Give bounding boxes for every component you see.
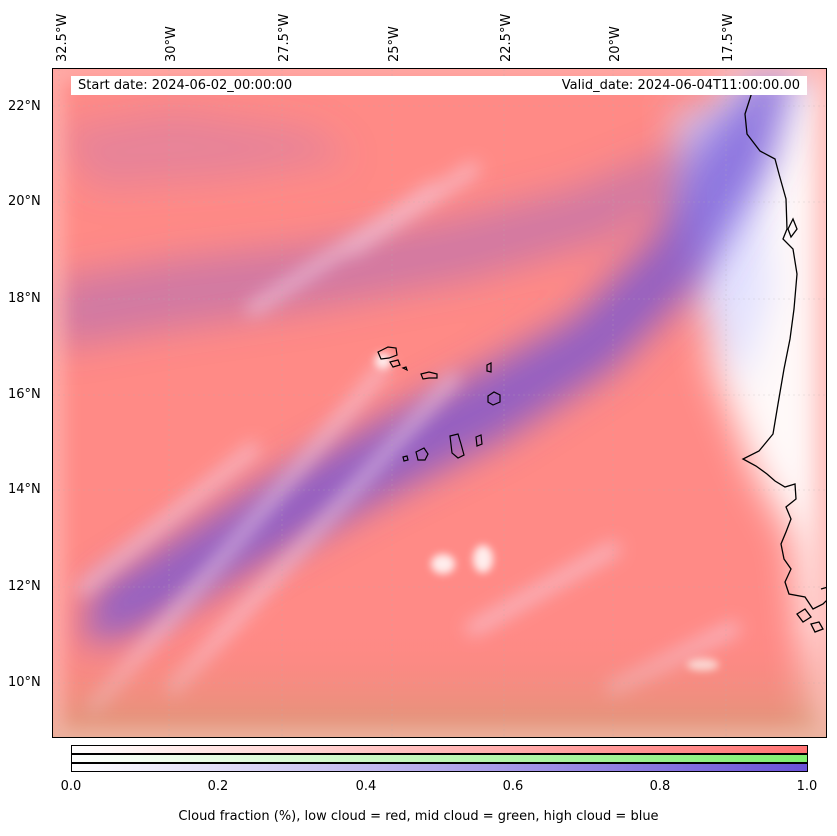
colorbar-tick-5: 1.0 (796, 779, 818, 794)
lon-label-27-5w: 27.5°W (277, 13, 292, 62)
island-santo-antao (377, 346, 398, 360)
lon-label-17-5w: 17.5°W (721, 13, 736, 62)
lon-label-30w: 30°W (164, 26, 179, 62)
lon-label-20w: 20°W (608, 26, 623, 62)
island-santiago (449, 433, 465, 459)
colorbar-tick-0: 0.0 (60, 779, 82, 794)
island-maio (475, 434, 483, 447)
lon-label-25w: 25°W (387, 26, 402, 62)
island-sao-nicolau (420, 371, 438, 380)
island-sao-vicente (389, 359, 401, 368)
colorbar-tick-3: 0.6 (502, 779, 524, 794)
colorbar (71, 745, 808, 772)
lat-label-18n: 18°N (8, 291, 41, 306)
colorbar-tick-2: 0.4 (355, 779, 377, 794)
lat-label-20n: 20°N (8, 194, 41, 209)
lon-label-32-5w: 32.5°W (55, 13, 70, 62)
lat-label-12n: 12°N (8, 579, 41, 594)
colorbar-caption: Cloud fraction (%), low cloud = red, mid… (178, 809, 659, 824)
graticule (53, 69, 826, 737)
colorbar-tick-4: 0.8 (649, 779, 671, 794)
colorbar-tick-1: 0.2 (207, 779, 229, 794)
lat-label-10n: 10°N (8, 675, 41, 690)
african-coastline (741, 88, 826, 633)
island-brava (402, 455, 409, 462)
valid-date-label: Valid_date: 2024-06-04T11:00:00.00 (561, 78, 800, 93)
cape-verde-islands (377, 346, 501, 462)
island-sal (486, 362, 492, 373)
date-header: Start date: 2024-06-02_00:00:00 Valid_da… (71, 76, 807, 95)
colorbar-low-cloud (71, 745, 808, 754)
cloud-field (53, 69, 826, 737)
start-date-label: Start date: 2024-06-02_00:00:00 (78, 78, 293, 93)
island-fogo (415, 447, 429, 461)
island-boa-vista (487, 391, 501, 406)
island-santa-luzia (401, 366, 409, 372)
lat-label-22n: 22°N (8, 99, 41, 114)
lat-label-16n: 16°N (8, 387, 41, 402)
lon-label-22-5w: 22.5°W (499, 13, 514, 62)
map-panel (52, 68, 827, 738)
colorbar-high-cloud (71, 763, 808, 772)
colorbar-mid-cloud (71, 754, 808, 763)
lat-label-14n: 14°N (8, 482, 41, 497)
